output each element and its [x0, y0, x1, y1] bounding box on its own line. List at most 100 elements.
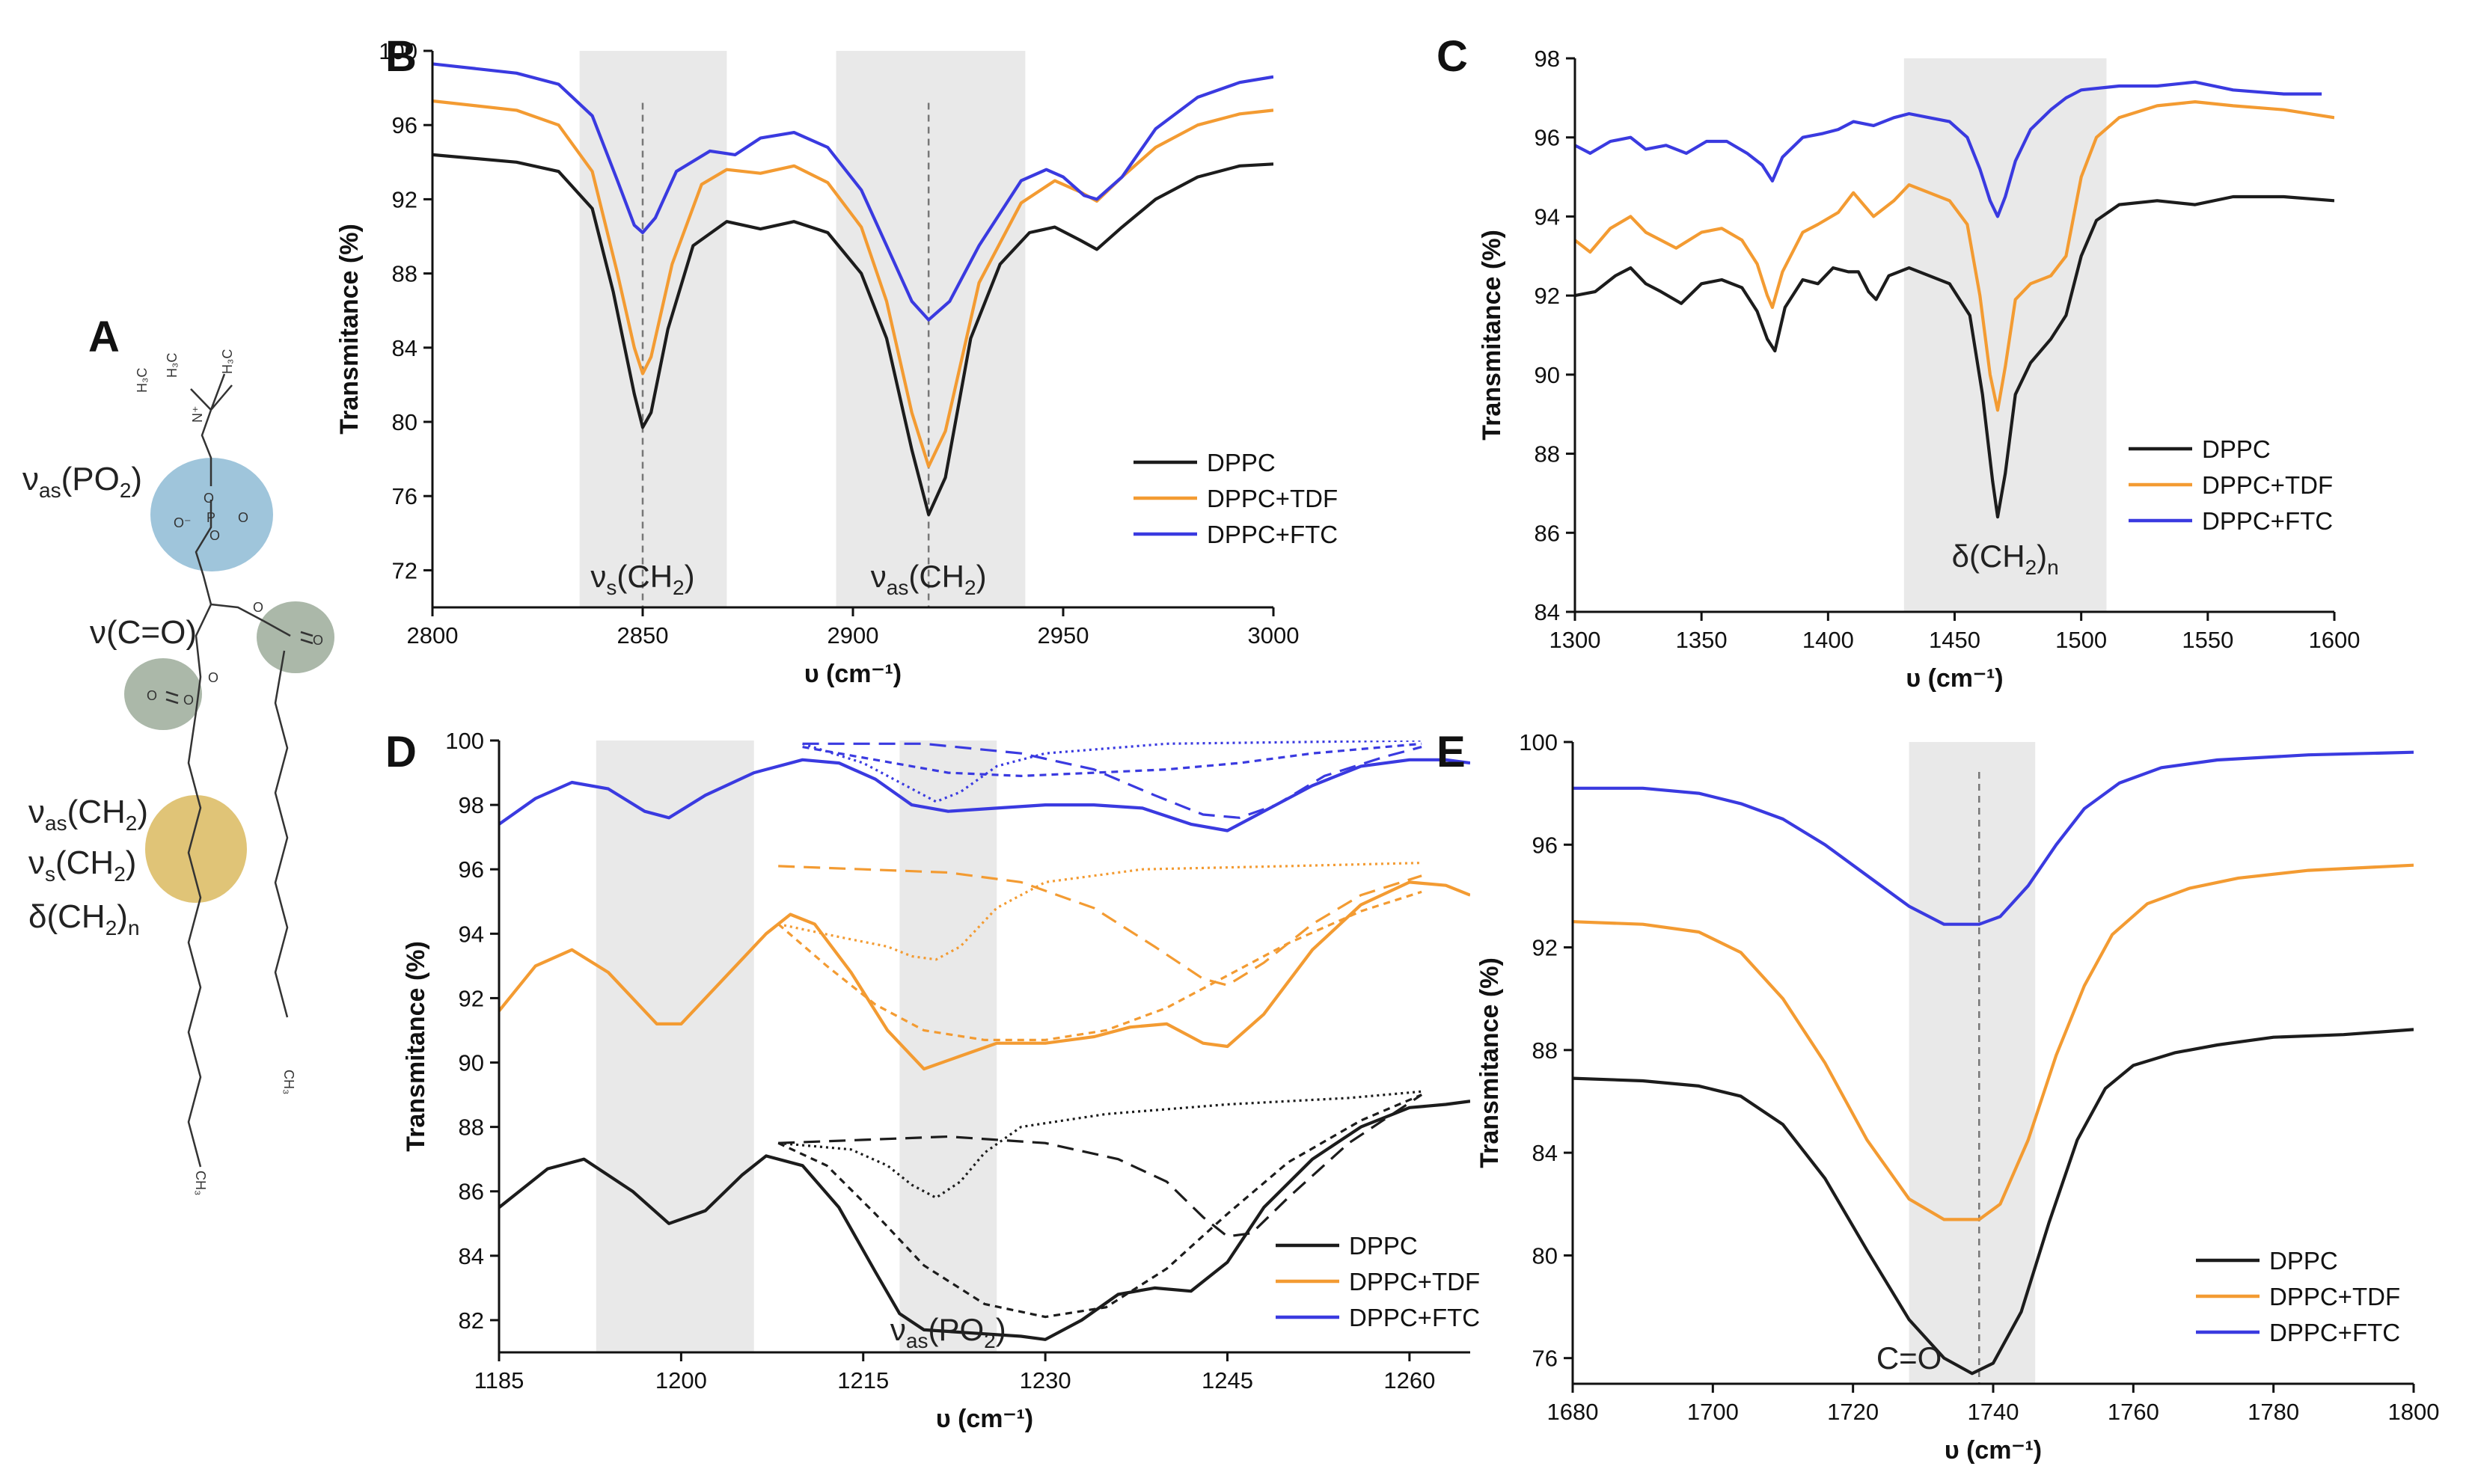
atom-label: CH₃: [281, 1070, 296, 1094]
legend-label: DPPC+FTC: [1207, 521, 1338, 548]
y-tick-label: 96: [392, 112, 417, 138]
y-tick-label: 92: [1532, 935, 1558, 961]
annotation-part: 2: [673, 576, 685, 599]
series-line: [432, 153, 1273, 517]
atom-label: CH₃: [193, 1171, 208, 1195]
y-tick-label: 88: [1535, 441, 1560, 467]
fit-component-line: [802, 742, 1422, 819]
band-annotation: νas(CH2): [871, 559, 987, 599]
y-tick-label: 86: [1535, 520, 1560, 546]
highlight-band: [836, 51, 1026, 607]
annotation-part: ν: [890, 1312, 906, 1347]
y-tick-label: 76: [392, 483, 417, 509]
fit-component-line: [778, 865, 1422, 987]
annotation-part: δ(CH: [1952, 539, 2025, 574]
atom-label: H₃C: [220, 349, 235, 374]
y-tick-label: 98: [1535, 46, 1560, 72]
annotation-part: ): [685, 559, 695, 594]
x-tick-label: 1780: [2248, 1399, 2299, 1425]
carbonyl-highlight-left: [124, 658, 202, 730]
legend-label: DPPC: [1349, 1232, 1418, 1260]
band-annotation: νas(PO2): [890, 1312, 1006, 1352]
annotation-part: ): [2037, 539, 2047, 574]
label-v-co: ν(C=O): [90, 614, 197, 651]
annotation-part: s: [606, 576, 617, 599]
legend-label: DPPC: [2269, 1247, 2338, 1275]
annotation-part: ν: [590, 559, 606, 594]
y-tick-label: 86: [459, 1179, 484, 1205]
annotation-part: (PO: [928, 1312, 984, 1347]
series-line: [499, 758, 1470, 833]
series-line: [1573, 1028, 2414, 1376]
atom-label: P: [206, 510, 215, 525]
label-delta-ch2n: δ(CH2)n: [28, 898, 140, 939]
x-tick-label: 2950: [1038, 622, 1089, 649]
atom-label: H₃C: [135, 368, 150, 393]
legend-label: DPPC+TDF: [1207, 485, 1338, 512]
annotation-part: ν: [871, 559, 887, 594]
x-tick-label: 1245: [1202, 1367, 1253, 1393]
series-line: [1575, 100, 2334, 412]
label-vs-ch2: νs(CH2): [28, 844, 136, 886]
panel-c: 1300 1350 1400 1450 1500 1550 1600 84 86 88 90 92 94…: [1437, 32, 2360, 693]
y-tick-label: 96: [1535, 125, 1560, 151]
panel-a-letter: A: [88, 313, 120, 361]
x-tick-label: 1400: [1802, 627, 1854, 653]
y-tick-label: 92: [1535, 283, 1560, 309]
y-tick-label: 84: [1535, 599, 1560, 625]
panel-letter: E: [1437, 728, 1466, 776]
atom-label: N⁺: [190, 406, 205, 423]
legend-label: DPPC+FTC: [2202, 507, 2333, 535]
y-tick-label: 72: [392, 557, 417, 583]
y-tick-label: 96: [1532, 832, 1558, 858]
y-tick-label: 84: [459, 1243, 484, 1269]
fit-component-line: [777, 890, 1422, 1041]
highlight-band: [899, 741, 997, 1352]
x-tick-label: 1600: [2309, 627, 2361, 653]
series-line: [1575, 80, 2322, 218]
y-tick-label: 98: [459, 792, 484, 818]
annotation-part: n: [2047, 556, 2059, 579]
legend-label: DPPC: [2202, 435, 2271, 463]
atom-label: O: [183, 693, 194, 708]
y-tick-label: 94: [459, 921, 484, 947]
chain-highlight: [145, 795, 247, 903]
y-tick-label: 88: [1532, 1037, 1558, 1064]
band-annotation: C=O: [1876, 1340, 1942, 1376]
panel-letter: C: [1437, 32, 1468, 81]
panel-b: 2800 2850 2900 2950 3000 72 76 80 84 88 92 96 100 υ (…: [335, 32, 1338, 688]
molecule-atoms: H₃C H₃C H₃C N⁺ O P O O⁻ O O O O O O CH₃ …: [135, 349, 323, 1196]
series-line: [1573, 863, 2414, 1221]
y-axis-title: Transmitance (%): [402, 941, 430, 1152]
annotation-part: 2: [984, 1329, 996, 1352]
atom-label: H₃C: [165, 353, 180, 378]
x-tick-label: 2850: [617, 622, 669, 649]
annotation-part: as: [906, 1329, 928, 1352]
y-tick-label: 92: [392, 186, 417, 212]
x-tick-label: 3000: [1248, 622, 1300, 649]
atom-label: O: [238, 510, 248, 525]
x-tick-label: 1550: [2182, 627, 2233, 653]
x-tick-label: 1450: [1929, 627, 1980, 653]
annotation-part: 2: [2025, 556, 2037, 579]
y-tick-label: 88: [459, 1114, 484, 1141]
fit-component-line: [777, 1094, 1422, 1319]
y-tick-label: 88: [392, 261, 417, 287]
band-annotation: δ(CH2)n: [1952, 539, 2059, 579]
label-vas-ch2: νas(CH2): [28, 794, 148, 835]
annotation-part: C=O: [1876, 1340, 1942, 1376]
series-line: [1573, 750, 2414, 926]
x-tick-label: 1260: [1383, 1367, 1435, 1393]
y-axis-title: Transmitance (%): [335, 224, 364, 435]
highlight-band: [1909, 742, 2036, 1384]
y-tick-label: 94: [1535, 203, 1560, 230]
atom-label: O⁻: [174, 515, 192, 530]
panel-d: 1185 1200 1215 1230 1245 1260 82 84 86 88 90 92 94 96…: [385, 728, 1480, 1433]
x-tick-label: 1700: [1687, 1399, 1739, 1425]
y-tick-label: 100: [379, 38, 417, 64]
panel-letter: D: [385, 728, 417, 776]
x-tick-label: 1300: [1549, 627, 1601, 653]
x-tick-label: 1800: [2388, 1399, 2440, 1425]
fit-component-line: [778, 1094, 1422, 1238]
